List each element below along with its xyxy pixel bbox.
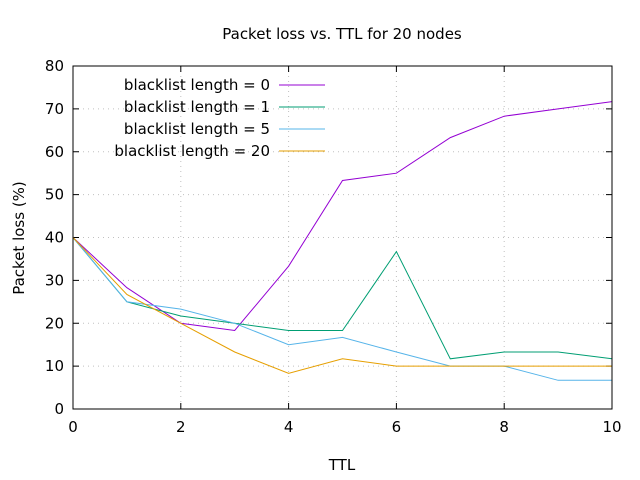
legend-label: blacklist length = 5 <box>124 120 270 138</box>
y-tick-label: 10 <box>45 357 64 375</box>
y-axis-ticks: 0 10 20 30 40 50 60 70 80 <box>45 57 612 418</box>
y-tick-label: 60 <box>45 143 64 161</box>
x-axis-label: TTL <box>328 456 356 474</box>
y-tick-label: 20 <box>45 314 64 332</box>
y-tick-label: 80 <box>45 57 64 75</box>
y-tick-label: 70 <box>45 100 64 118</box>
x-tick-label: 2 <box>176 418 186 436</box>
x-tick-label: 0 <box>68 418 78 436</box>
y-tick-label: 40 <box>45 229 64 247</box>
series-lines <box>72 101 613 381</box>
y-tick-label: 50 <box>45 186 64 204</box>
y-tick-label: 30 <box>45 271 64 289</box>
legend-label: blacklist length = 1 <box>124 98 270 116</box>
legend-label: blacklist length = 0 <box>124 76 270 94</box>
series-line-4 <box>72 237 612 374</box>
y-tick-label: 0 <box>54 400 64 418</box>
chart-title: Packet loss vs. TTL for 20 nodes <box>222 25 462 43</box>
x-axis-ticks: 0 2 4 6 8 10 <box>68 66 622 436</box>
plot-border <box>72 65 613 410</box>
legend: blacklist length = 0 blacklist length = 1… <box>114 76 325 160</box>
y-axis-label: Packet loss (%) <box>10 181 28 295</box>
series-line-2 <box>72 237 613 360</box>
x-tick-label: 8 <box>499 418 509 436</box>
series-line-3 <box>72 237 612 381</box>
x-tick-label: 10 <box>602 418 621 436</box>
grid-lines <box>73 66 612 409</box>
x-tick-label: 6 <box>392 418 402 436</box>
legend-label: blacklist length = 20 <box>114 142 270 160</box>
x-tick-label: 4 <box>284 418 294 436</box>
